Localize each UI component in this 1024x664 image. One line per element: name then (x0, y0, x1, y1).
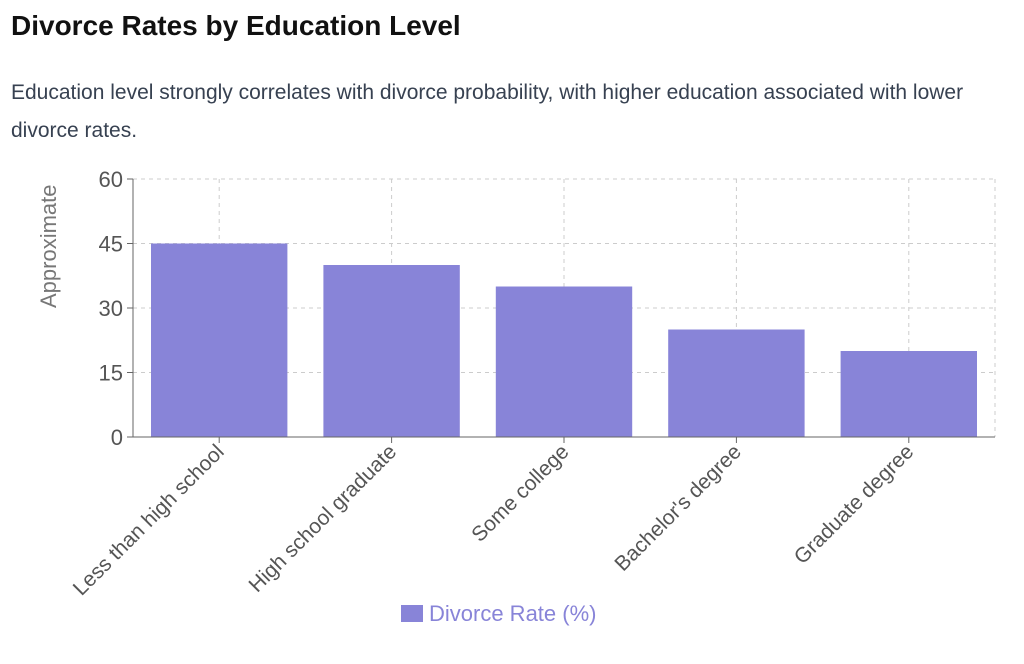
y-tick-label: 0 (111, 425, 123, 450)
axes (127, 178, 995, 443)
bar (495, 286, 633, 437)
chart-description: Education level strongly correlates with… (11, 81, 964, 142)
y-tick-label: 60 (99, 167, 123, 192)
legend[interactable]: Divorce Rate (%) (401, 601, 596, 626)
bar (840, 351, 977, 437)
bar (668, 329, 805, 437)
x-tick-label: Bachelor's degree (610, 440, 745, 575)
bar (151, 243, 288, 437)
chart-container: 0 15 30 45 60 Less than high school High schoo… (0, 160, 1024, 660)
legend-swatch (401, 605, 423, 622)
y-axis-label: Approximate (36, 184, 61, 308)
bar (323, 265, 460, 437)
x-tick-label: Graduate degree (790, 440, 919, 569)
x-tick-label: Less than high school (69, 440, 229, 600)
y-tick-label: 30 (99, 296, 123, 321)
y-tick-label: 15 (99, 361, 123, 386)
page-title: Divorce Rates by Education Level (11, 10, 461, 41)
bars (151, 243, 977, 437)
legend-label: Divorce Rate (%) (429, 601, 596, 626)
x-tick-label: Some college (467, 440, 573, 546)
y-tick-label: 45 (99, 232, 123, 257)
x-tick-label: High school graduate (245, 440, 402, 597)
bar-chart: 0 15 30 45 60 Less than high school High schoo… (36, 167, 996, 626)
